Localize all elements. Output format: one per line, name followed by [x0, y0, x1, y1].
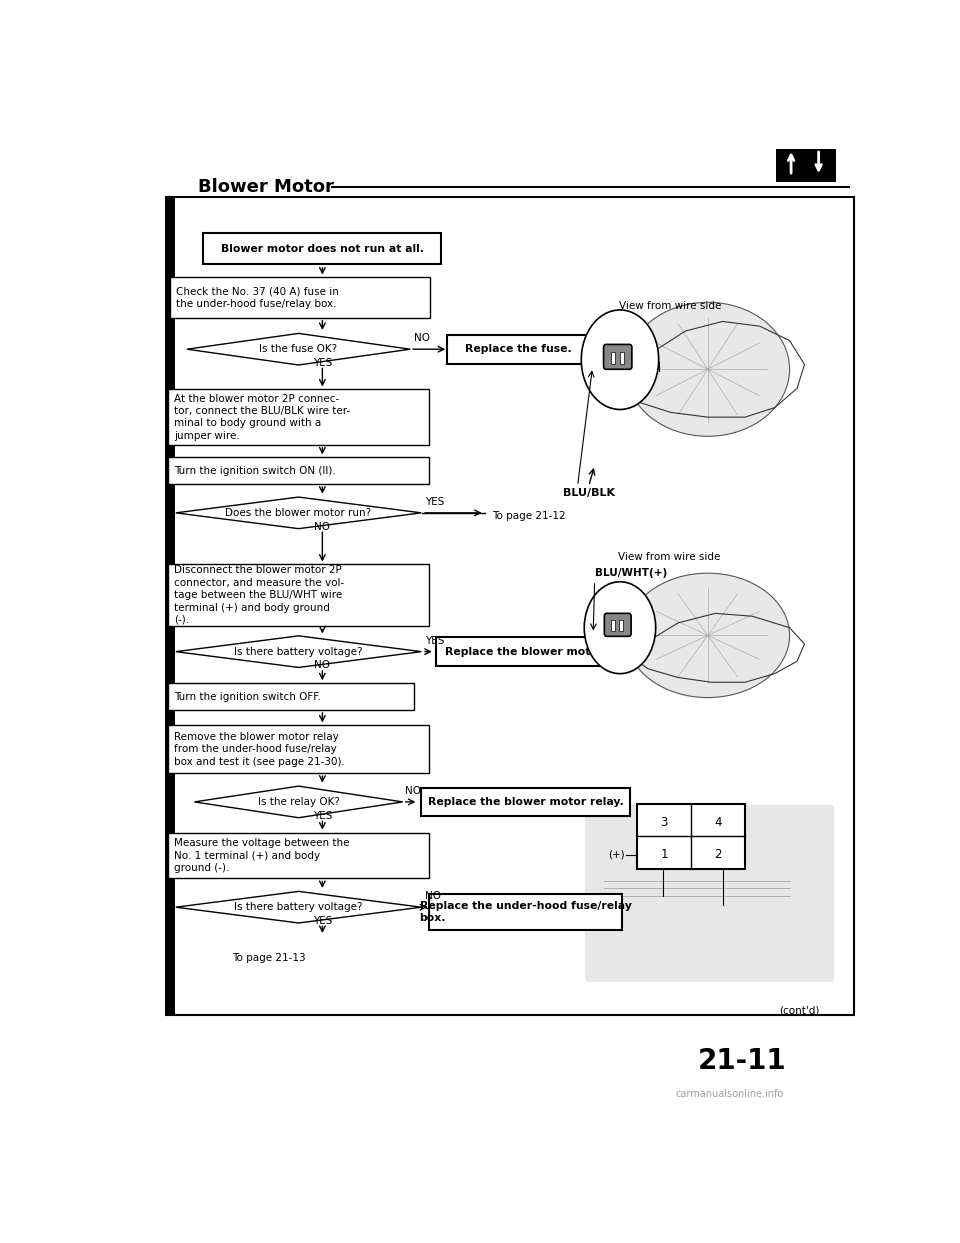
- FancyBboxPatch shape: [604, 344, 632, 369]
- Text: Replace the blower motor relay.: Replace the blower motor relay.: [427, 797, 623, 807]
- Polygon shape: [187, 333, 410, 365]
- FancyBboxPatch shape: [605, 613, 631, 636]
- Text: 4: 4: [714, 815, 722, 829]
- FancyBboxPatch shape: [619, 620, 623, 630]
- Text: Is the fuse OK?: Is the fuse OK?: [259, 344, 338, 354]
- FancyBboxPatch shape: [168, 833, 429, 879]
- Text: Blower motor does not run at all.: Blower motor does not run at all.: [221, 244, 424, 254]
- Text: (cont'd): (cont'd): [779, 1006, 820, 1016]
- FancyBboxPatch shape: [637, 804, 745, 869]
- Text: BLU/WHT(+): BLU/WHT(+): [594, 568, 667, 578]
- FancyBboxPatch shape: [611, 620, 614, 630]
- FancyBboxPatch shape: [170, 277, 430, 318]
- Text: YES: YES: [425, 497, 444, 507]
- FancyBboxPatch shape: [585, 804, 834, 982]
- Text: Disconnect the blower motor 2P
connector, and measure the vol-
tage between the : Disconnect the blower motor 2P connector…: [175, 566, 345, 625]
- FancyBboxPatch shape: [620, 352, 624, 363]
- Text: carmanualsonline.info: carmanualsonline.info: [676, 1089, 784, 1099]
- Polygon shape: [194, 786, 403, 818]
- Text: BLU/BLK: BLU/BLK: [564, 487, 615, 497]
- Text: Replace the under-hood fuse/relay
box.: Replace the under-hood fuse/relay box.: [420, 901, 632, 924]
- Text: Does the blower motor run?: Does the blower motor run?: [226, 508, 372, 518]
- Text: Check the No. 37 (40 A) fuse in
the under-hood fuse/relay box.: Check the No. 37 (40 A) fuse in the unde…: [176, 286, 339, 308]
- FancyBboxPatch shape: [168, 389, 429, 445]
- Text: NO: NO: [314, 660, 330, 670]
- Text: Is the relay OK?: Is the relay OK?: [257, 797, 340, 807]
- Text: Measure the voltage between the
No. 1 terminal (+) and body
ground (-).: Measure the voltage between the No. 1 te…: [175, 838, 349, 873]
- Polygon shape: [176, 497, 421, 528]
- Polygon shape: [176, 891, 421, 924]
- Text: To page 21-13: To page 21-13: [232, 953, 305, 963]
- FancyBboxPatch shape: [421, 788, 630, 817]
- FancyBboxPatch shape: [436, 638, 614, 666]
- FancyBboxPatch shape: [168, 564, 429, 626]
- Circle shape: [585, 582, 656, 674]
- Text: NO: NO: [425, 891, 441, 901]
- Text: Is there battery voltage?: Is there battery voltage?: [234, 902, 363, 912]
- FancyBboxPatch shape: [166, 198, 854, 1016]
- Text: NO: NO: [414, 333, 430, 343]
- Text: (+): (+): [608, 849, 625, 860]
- Circle shape: [582, 310, 659, 409]
- FancyBboxPatch shape: [168, 726, 429, 773]
- Text: View from wire side: View from wire side: [619, 301, 722, 311]
- Text: Blower Motor: Blower Motor: [198, 179, 334, 196]
- Text: Remove the blower motor relay
from the under-hood fuse/relay
box and test it (se: Remove the blower motor relay from the u…: [175, 732, 346, 767]
- Text: 2: 2: [714, 848, 722, 861]
- Text: YES: YES: [313, 810, 332, 822]
- Text: NO: NO: [314, 522, 330, 532]
- Text: Turn the ignition switch ON (II).: Turn the ignition switch ON (II).: [175, 466, 336, 476]
- Text: 3: 3: [660, 815, 668, 829]
- Text: 1: 1: [660, 848, 668, 861]
- Polygon shape: [176, 636, 421, 667]
- Ellipse shape: [626, 302, 789, 436]
- FancyBboxPatch shape: [204, 232, 442, 265]
- FancyBboxPatch shape: [429, 894, 622, 930]
- FancyBboxPatch shape: [777, 143, 836, 181]
- Text: To page 21-12: To page 21-12: [492, 511, 565, 521]
- FancyBboxPatch shape: [165, 198, 175, 1016]
- Text: View from wire side: View from wire side: [618, 552, 720, 562]
- Text: NO: NO: [405, 786, 420, 797]
- Text: YES: YES: [313, 358, 332, 368]
- FancyBboxPatch shape: [611, 352, 614, 363]
- Text: Turn the ignition switch OFF.: Turn the ignition switch OFF.: [175, 691, 322, 701]
- Text: YES: YES: [313, 916, 332, 926]
- Text: Replace the blower motor.: Replace the blower motor.: [445, 646, 606, 656]
- Text: Replace the fuse.: Replace the fuse.: [465, 344, 571, 354]
- Ellipse shape: [626, 573, 789, 697]
- FancyBboxPatch shape: [447, 334, 588, 363]
- FancyBboxPatch shape: [168, 457, 429, 485]
- Text: At the blower motor 2P connec-
tor, connect the BLU/BLK wire ter-
minal to body : At the blower motor 2P connec- tor, conn…: [175, 394, 350, 441]
- Text: 21-11: 21-11: [697, 1048, 786, 1075]
- Text: YES: YES: [425, 636, 444, 646]
- Text: Is there battery voltage?: Is there battery voltage?: [234, 646, 363, 656]
- FancyBboxPatch shape: [168, 684, 414, 710]
